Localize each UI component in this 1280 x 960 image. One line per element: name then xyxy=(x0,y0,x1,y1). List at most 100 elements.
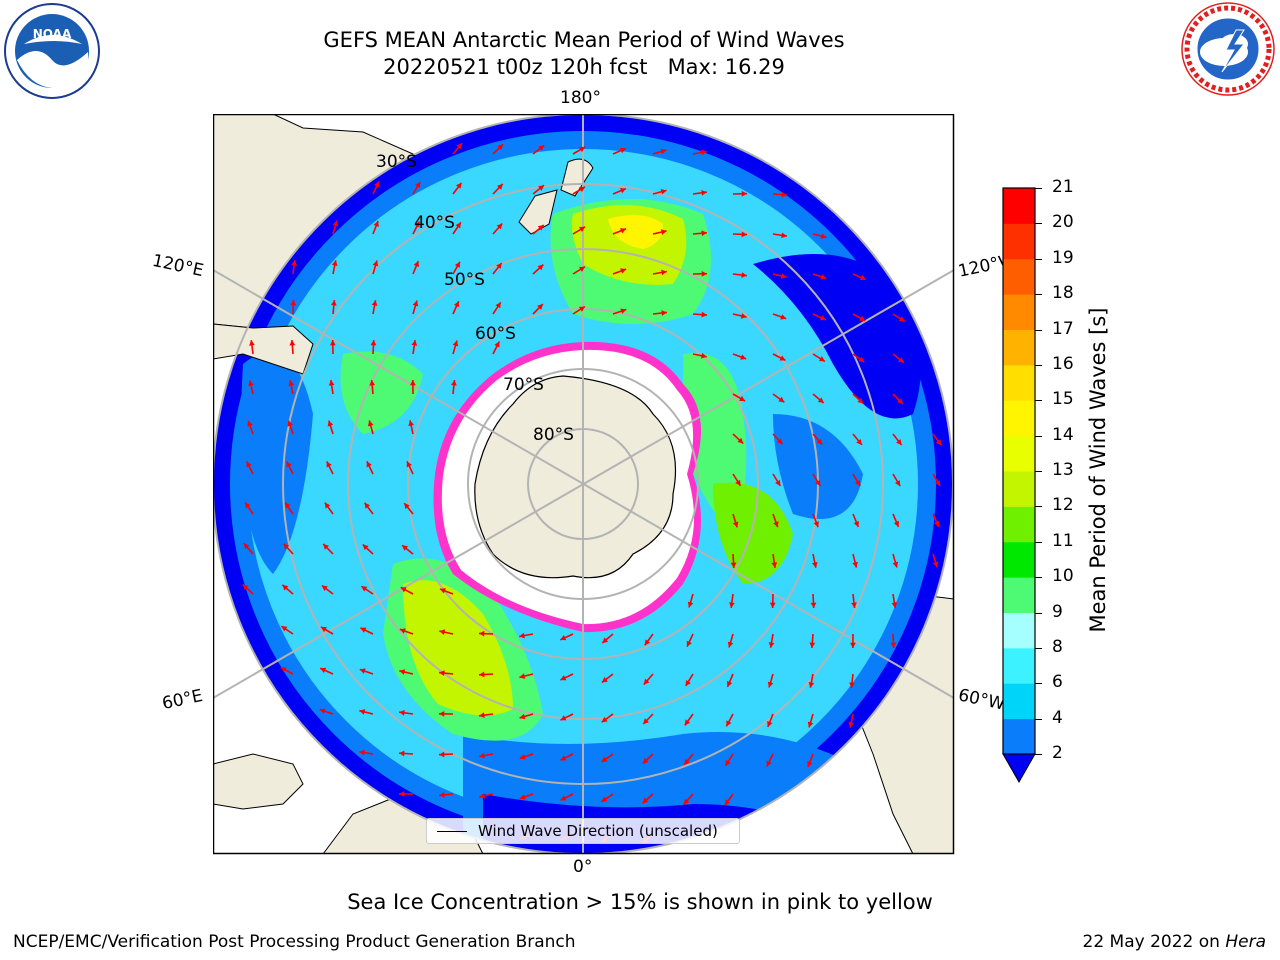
wind-arrow-icon xyxy=(398,791,414,797)
wind-arrow-icon xyxy=(771,553,778,568)
wind-arrow-icon xyxy=(652,188,667,195)
wind-arrow-icon xyxy=(892,353,905,364)
wind-arrow-icon xyxy=(559,633,574,641)
wind-arrow-icon xyxy=(399,709,414,716)
wind-arrow-icon xyxy=(519,713,534,720)
wind-arrow-icon xyxy=(809,633,816,649)
wind-arrow-icon xyxy=(769,593,776,609)
wind-arrow-icon xyxy=(412,221,421,235)
map-legend: Wind Wave Direction (unscaled) xyxy=(426,818,740,844)
colorbar-segment xyxy=(1003,223,1035,260)
noaa-logo-icon: NOAA xyxy=(4,3,100,99)
wind-arrow-icon xyxy=(519,632,534,639)
colorbar-segment xyxy=(1003,612,1035,649)
wind-arrow-icon xyxy=(767,673,774,688)
wind-arrow-icon xyxy=(772,313,787,320)
wind-arrow-icon xyxy=(492,222,503,235)
wind-arrow-icon xyxy=(492,143,504,155)
wind-arrow-icon xyxy=(519,793,534,800)
wind-arrow-icon xyxy=(281,584,294,595)
lat-label-50s: 50°S xyxy=(444,270,485,290)
wind-arrow-icon xyxy=(850,633,856,649)
colorbar xyxy=(1002,187,1036,784)
colorbar-tick xyxy=(1035,718,1042,720)
wind-arrow-icon xyxy=(811,553,818,568)
wind-arrow-icon xyxy=(932,513,940,528)
wind-arrow-icon xyxy=(452,221,462,235)
wind-arrow-icon xyxy=(732,473,742,487)
colorbar-tick-label: 16 xyxy=(1052,353,1074,374)
wind-arrow-icon xyxy=(726,673,734,688)
wind-arrow-icon xyxy=(772,513,779,528)
wind-arrow-icon xyxy=(438,670,454,676)
wind-arrow-icon xyxy=(892,433,903,446)
colorbar-tick xyxy=(1035,754,1042,755)
wind-arrow-icon xyxy=(320,626,334,635)
wind-arrow-icon xyxy=(283,543,294,555)
wind-arrow-icon xyxy=(492,183,504,195)
footer-host: Hera xyxy=(1225,932,1266,952)
wind-arrow-icon xyxy=(852,433,863,446)
lon-label-120e: 120°E xyxy=(150,250,206,282)
wind-arrow-icon xyxy=(892,513,900,528)
wind-arrow-icon xyxy=(412,181,421,195)
wind-arrow-icon xyxy=(319,667,334,675)
wind-arrow-icon xyxy=(612,147,627,155)
wind-arrow-icon xyxy=(642,713,654,725)
wind-arrow-icon xyxy=(852,353,865,363)
wind-arrow-icon xyxy=(362,543,374,555)
lat-label-30s: 30°S xyxy=(376,152,417,172)
legend-label: Wind Wave Direction (unscaled) xyxy=(478,822,718,840)
colorbar-segment xyxy=(1003,258,1035,295)
wind-arrow-icon xyxy=(852,393,864,405)
wind-arrow-icon xyxy=(370,339,377,355)
wind-arrow-icon xyxy=(612,268,627,275)
wind-arrow-icon xyxy=(532,144,545,155)
wind-arrow-icon xyxy=(732,513,739,528)
wind-arrow-icon xyxy=(766,753,774,767)
wind-arrow-icon xyxy=(730,553,737,569)
wind-arrow-icon xyxy=(685,673,694,687)
wind-arrow-icon xyxy=(359,749,374,756)
wind-arrow-icon xyxy=(289,339,296,355)
colorbar-tick-label: 8 xyxy=(1052,636,1063,657)
wind-arrow-icon xyxy=(245,461,254,475)
wind-arrow-icon xyxy=(360,627,374,635)
wind-arrow-icon xyxy=(399,669,414,675)
wind-arrow-icon xyxy=(372,220,379,235)
wind-arrow-icon xyxy=(366,461,374,475)
colorbar-segment xyxy=(1003,435,1035,472)
lon-label-0: 0° xyxy=(573,857,593,877)
colorbar-tick-label: 6 xyxy=(1052,672,1063,693)
wind-arrow-icon xyxy=(732,190,748,197)
colorbar-tick xyxy=(1035,223,1042,225)
wind-arrow-icon xyxy=(810,593,817,609)
wind-arrow-icon xyxy=(572,226,586,235)
wind-arrow-icon xyxy=(732,313,747,319)
wind-arrow-icon xyxy=(892,393,904,405)
colorbar-tick xyxy=(1035,294,1042,296)
wind-arrow-icon xyxy=(452,300,460,315)
wind-arrow-icon xyxy=(560,793,574,802)
wind-arrow-icon xyxy=(288,380,295,395)
colorbar-segment xyxy=(1003,718,1035,755)
colorbar-segment xyxy=(1003,683,1035,720)
wind-arrow-icon xyxy=(532,224,545,235)
wind-arrow-icon xyxy=(612,228,627,235)
colorbar-tick-label: 13 xyxy=(1052,460,1074,480)
wind-arrow-icon xyxy=(852,513,860,528)
colorbar-tick-label: 2 xyxy=(1052,743,1063,763)
wind-arrow-icon xyxy=(248,380,254,395)
wind-arrow-icon xyxy=(732,433,744,445)
wind-arrow-icon xyxy=(692,270,708,277)
colorbar-tick xyxy=(1035,435,1042,437)
wind-arrow-icon xyxy=(412,260,420,275)
wind-arrow-icon xyxy=(732,272,747,278)
wind-arrow-icon xyxy=(451,379,457,395)
wind-arrow-icon xyxy=(772,273,787,279)
wind-arrow-icon xyxy=(807,713,814,728)
wind-arrow-icon xyxy=(452,142,463,155)
wind-wave-arrows xyxy=(242,142,943,844)
wind-arrow-icon xyxy=(408,420,414,435)
wind-arrow-icon xyxy=(329,339,336,355)
